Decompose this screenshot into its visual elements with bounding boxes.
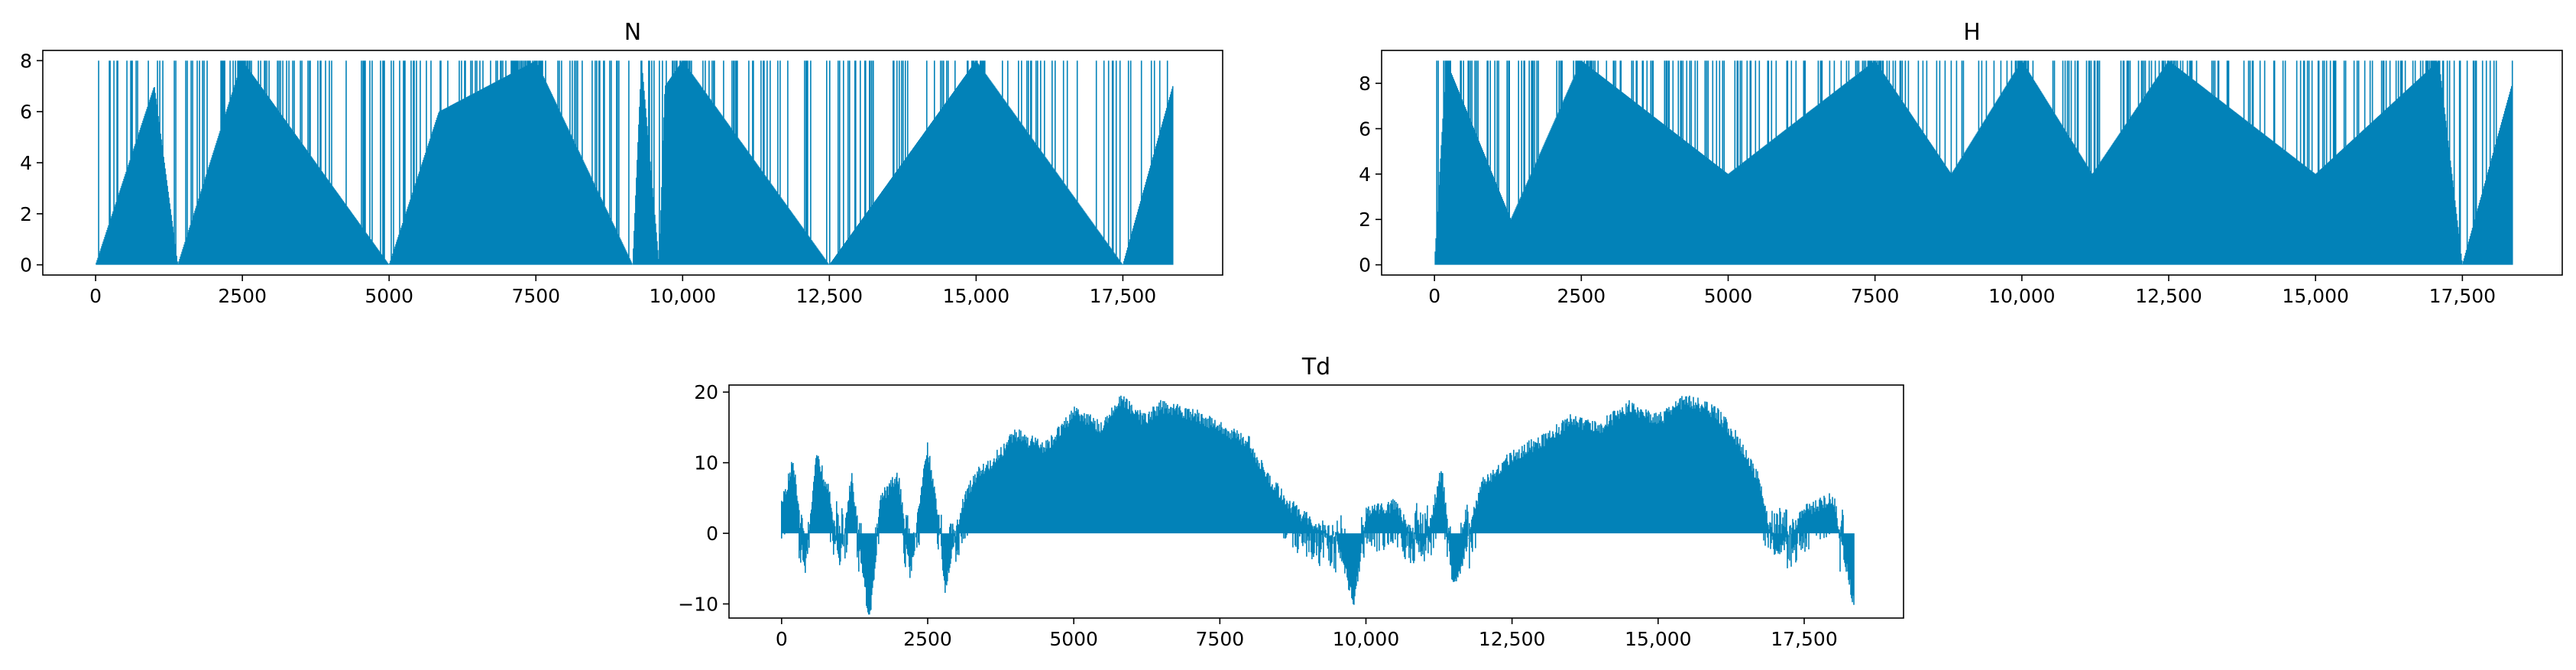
x-tick-label: 5000 — [1049, 628, 1098, 650]
x-tick-label: 17,500 — [2429, 285, 2496, 307]
x-tick-label: 7500 — [511, 285, 560, 307]
x-tick-label: 2500 — [903, 628, 952, 650]
x-tick-label: 0 — [776, 628, 788, 650]
y-tick-label: 6 — [20, 101, 32, 123]
x-tick-label: 15,000 — [943, 285, 1009, 307]
x-tick-label: 17,500 — [1771, 628, 1837, 650]
plot-frame-h — [1381, 50, 2563, 276]
series-line-n — [96, 60, 1174, 265]
x-tick-label: 17,500 — [1090, 285, 1156, 307]
x-tick-label: 7500 — [1196, 628, 1245, 650]
x-tick-label: 2500 — [1557, 285, 1606, 307]
y-tick-label: 0 — [706, 523, 718, 545]
chart-title-n: N — [624, 19, 641, 46]
y-tick-label: 8 — [20, 50, 32, 72]
x-tick-label: 5000 — [365, 285, 413, 307]
x-tick-label: 10,000 — [1333, 628, 1399, 650]
x-tick-label: 12,500 — [2135, 285, 2202, 307]
y-tick-label: 4 — [20, 152, 32, 174]
y-tick-label: 6 — [1359, 118, 1371, 140]
y-tick-label: 4 — [1359, 163, 1371, 186]
subplot-h: H 0 2500 5000 7500 10,000 12,500 15,000 17,500 0 2… — [1359, 19, 2563, 307]
x-tick-label: 12,500 — [796, 285, 863, 307]
chart-title-td: Td — [1301, 354, 1330, 380]
y-tick-label: 2 — [1359, 209, 1371, 231]
y-tick-label: 20 — [694, 381, 718, 403]
subplot-n: N 0 2500 5000 7500 10,000 12,500 15,000 17,500 0 2… — [20, 19, 1223, 307]
y-tick-label: 0 — [20, 254, 32, 277]
x-tick-label: 5000 — [1704, 285, 1753, 307]
x-tick-label: 15,000 — [2282, 285, 2348, 307]
y-tick-label: 8 — [1359, 73, 1371, 95]
chart-title-h: H — [1963, 19, 1981, 46]
subplot-td: Td 0 2500 5000 7500 10,000 12,500 15,000 17,500 −… — [678, 354, 1904, 650]
x-tick-label: 10,000 — [1988, 285, 2055, 307]
plot-frame-td — [728, 384, 1904, 619]
x-tick-label: 10,000 — [650, 285, 716, 307]
series-line-h — [1434, 60, 2513, 265]
x-tick-label: 7500 — [1851, 285, 1900, 307]
y-tick-label: 10 — [694, 452, 718, 474]
y-tick-label: −10 — [678, 594, 718, 616]
y-tick-label: 0 — [1359, 254, 1371, 277]
x-tick-label: 0 — [89, 285, 102, 307]
x-tick-label: 2500 — [218, 285, 267, 307]
x-tick-label: 0 — [1428, 285, 1440, 307]
x-tick-label: 15,000 — [1625, 628, 1691, 650]
series-line-td — [781, 395, 1855, 615]
x-tick-label: 12,500 — [1479, 628, 1545, 650]
y-tick-label: 2 — [20, 203, 32, 225]
